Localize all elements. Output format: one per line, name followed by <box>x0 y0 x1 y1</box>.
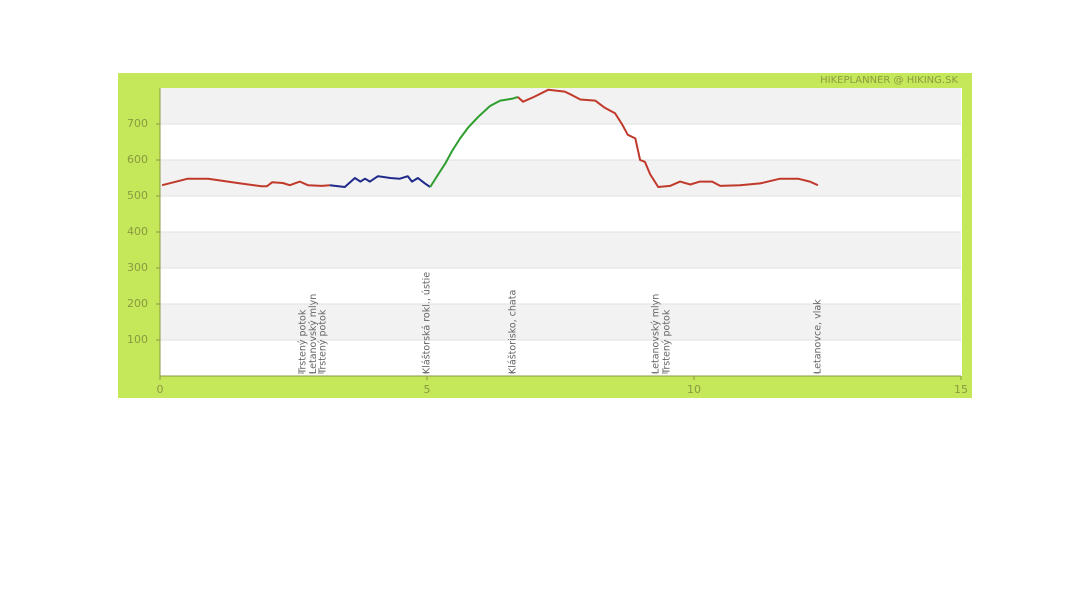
y-tick-label: 300 <box>127 261 148 274</box>
elevation-line <box>517 88 819 188</box>
grid-band <box>160 160 961 196</box>
waypoint-label: Kláštorisko, chata <box>507 290 518 374</box>
elevation-line <box>329 175 431 188</box>
y-tick-label: 500 <box>127 189 148 202</box>
y-tick-label: 700 <box>127 117 148 130</box>
waypoint-label: Letanovce, vlak <box>812 299 823 374</box>
grid-band <box>160 304 961 340</box>
y-tick-label: 400 <box>127 225 148 238</box>
grid-band <box>160 88 961 124</box>
x-tick-label: 15 <box>954 383 968 396</box>
waypoint-label: Kláštorská rokl., ústie <box>422 272 433 374</box>
waypoint-label: Trstený potok <box>317 309 328 375</box>
elevation-line <box>429 96 519 188</box>
waypoint-label: Trstený potok <box>298 309 309 375</box>
x-tick-label: 5 <box>424 383 431 396</box>
y-tick-label: 200 <box>127 297 148 310</box>
waypoint-label: Letanovský mlyn <box>651 294 662 374</box>
x-tick-label: 0 <box>157 383 164 396</box>
waypoint-label: Trstený potok <box>661 309 672 375</box>
y-tick-label: 100 <box>127 333 148 346</box>
y-tick-label: 600 <box>127 153 148 166</box>
x-tick-label: 10 <box>687 383 701 396</box>
elevation-line <box>161 177 330 188</box>
watermark: HIKEPLANNER @ HIKING.SK <box>820 75 958 86</box>
waypoint-label: Letanovský mlyn <box>308 294 319 374</box>
grid-band <box>160 232 961 268</box>
